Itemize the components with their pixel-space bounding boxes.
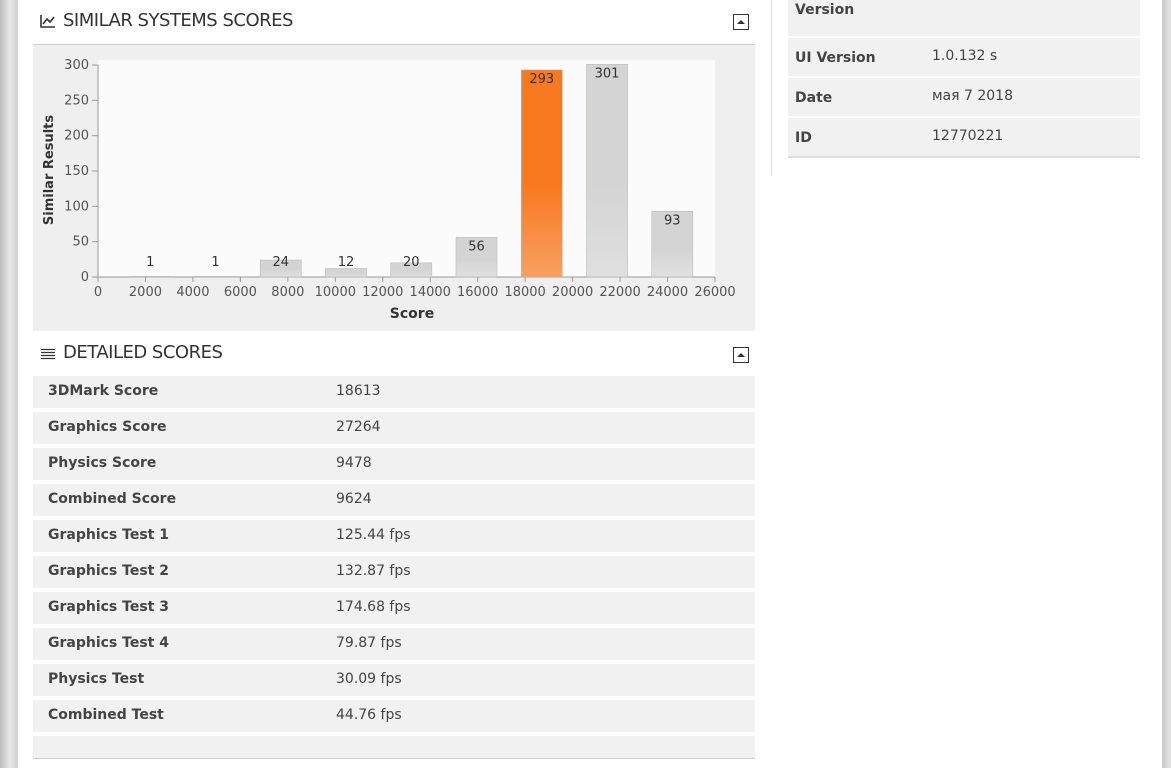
data-label: 20 (403, 255, 420, 270)
chart-icon (40, 15, 55, 28)
y-tick-label: 200 (64, 129, 89, 144)
x-tick-label: 22000 (599, 285, 640, 300)
info-row: ID 12770221 (788, 118, 1140, 158)
x-tick-label: 4000 (176, 285, 209, 300)
score-value: 44.76 fps (336, 707, 402, 723)
data-label: 93 (664, 213, 681, 228)
y-tick-label: 100 (64, 199, 89, 214)
list-icon (41, 348, 55, 360)
section-title: SIMILAR SYSTEMS SCORES (63, 10, 293, 31)
x-tick-label: 12000 (362, 285, 403, 300)
data-label: 293 (529, 72, 554, 87)
score-label: Graphics Test 4 (48, 635, 169, 651)
chart: Score Similar Results 050100150200250300… (33, 45, 755, 331)
score-row: Combined Score 9624 (33, 484, 755, 516)
score-row: Combined Test 44.76 fps (33, 700, 755, 732)
score-value: 27264 (336, 419, 381, 435)
info-row: Date мая 7 2018 (788, 78, 1140, 116)
score-label: Graphics Test 3 (48, 599, 169, 615)
x-tick-label: 2000 (129, 285, 162, 300)
section-header: DETAILED SCORES (33, 332, 755, 377)
info-value: мая 7 2018 (932, 88, 1013, 104)
y-axis-label: Similar Results (42, 115, 57, 225)
bar (586, 63, 628, 278)
info-label: UI Version (795, 50, 876, 66)
score-label: Combined Test (48, 707, 164, 723)
collapse-button[interactable] (733, 347, 749, 363)
bar (390, 262, 433, 278)
x-tick-label: 10000 (315, 285, 356, 300)
y-tick-label: 250 (64, 93, 89, 108)
data-label: 24 (272, 255, 289, 270)
x-tick-label: 24000 (647, 285, 688, 300)
info-label: Date (795, 90, 833, 106)
score-row: Graphics Test 2 132.87 fps (33, 556, 755, 588)
score-row (33, 736, 755, 759)
section-header: SIMILAR SYSTEMS SCORES (33, 0, 755, 45)
x-tick-label: 0 (94, 285, 102, 300)
y-tick-label: 150 (64, 164, 89, 179)
bar (259, 259, 302, 278)
score-label: Graphics Test 1 (48, 527, 169, 543)
x-tick-label: 18000 (504, 285, 545, 300)
info-label: SystemInfo Version (795, 2, 855, 18)
score-label: Graphics Score (48, 419, 167, 435)
score-label: 3DMark Score (48, 383, 159, 399)
score-row: Graphics Test 1 125.44 fps (33, 520, 755, 552)
score-row: Physics Score 9478 (33, 448, 755, 480)
x-tick-label: 26000 (694, 285, 735, 300)
bar (520, 69, 563, 278)
score-value: 30.09 fps (336, 671, 402, 687)
score-row: Graphics Score 27264 (33, 412, 755, 444)
score-label: Combined Score (48, 491, 177, 507)
y-tick-label: 300 (64, 58, 89, 73)
x-tick-label: 14000 (410, 285, 451, 300)
score-label: Physics Score (48, 455, 157, 471)
divider (771, 0, 772, 175)
data-label: 301 (595, 66, 620, 81)
collapse-button[interactable] (733, 14, 749, 30)
score-value: 9478 (336, 455, 372, 471)
x-tick-label: 6000 (224, 285, 257, 300)
x-axis-label: Score (390, 306, 434, 322)
score-row: Graphics Test 4 79.87 fps (33, 628, 755, 660)
bar (651, 210, 694, 278)
score-value: 125.44 fps (336, 527, 411, 543)
info-value: 1.0.132 s (932, 48, 998, 64)
data-label: 1 (146, 255, 154, 270)
info-row: SystemInfo Version (788, 0, 1140, 36)
bar (194, 275, 237, 278)
data-label: 12 (338, 255, 355, 270)
score-label: Physics Test (48, 671, 145, 687)
bar (455, 237, 498, 278)
x-tick-label: 8000 (271, 285, 304, 300)
info-label: ID (795, 130, 812, 146)
score-value: 9624 (336, 491, 372, 507)
data-label: 1 (211, 255, 219, 270)
data-label: 56 (468, 239, 485, 254)
score-value: 174.68 fps (336, 599, 411, 615)
y-tick-label: 0 (81, 270, 89, 285)
score-value: 79.87 fps (336, 635, 402, 651)
x-tick-label: 20000 (552, 285, 593, 300)
info-row: UI Version 1.0.132 s (788, 38, 1140, 76)
score-row: 3DMark Score 18613 (33, 376, 755, 408)
score-row: Physics Test 30.09 fps (33, 664, 755, 696)
score-row: Graphics Test 3 174.68 fps (33, 592, 755, 624)
score-value: 132.87 fps (336, 563, 411, 579)
section-title: DETAILED SCORES (63, 342, 223, 363)
info-value: 12770221 (932, 128, 1004, 144)
score-label: Graphics Test 2 (48, 563, 169, 579)
score-value: 18613 (336, 383, 381, 399)
bar (325, 268, 367, 278)
x-tick-label: 16000 (457, 285, 498, 300)
bar (129, 275, 172, 278)
y-tick-label: 50 (72, 235, 89, 250)
